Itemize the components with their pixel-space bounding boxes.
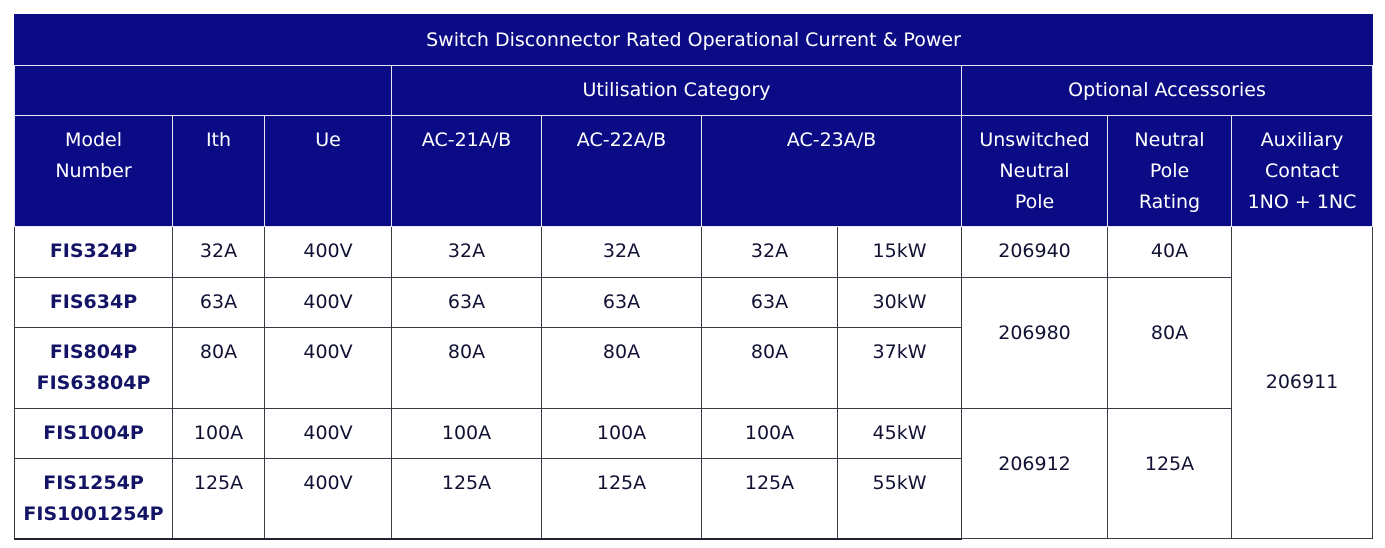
ac22-cell: 125A [541,458,702,540]
col-header-ue: Ue [264,115,392,227]
ac23-current-cell: 100A [701,408,838,459]
ith-cell: 63A [172,277,265,328]
ac23-current-cell: 80A [701,327,838,409]
table-row: FIS1254P FIS1001254P 125A 400V 125A 125A… [14,458,1373,540]
ac22-cell: 100A [541,408,702,459]
ac23-power-cell: 15kW [837,226,962,278]
ac21-cell: 32A [391,226,542,278]
group-header-accessories: Optional Accessories [961,65,1373,116]
table-title: Switch Disconnector Rated Operational Cu… [14,14,1373,66]
ac21-cell: 80A [391,327,542,409]
ith-cell: 100A [172,408,265,459]
ac23-power-cell: 37kW [837,327,962,409]
ac23-current-cell: 32A [701,226,838,278]
model-cell: FIS324P [14,226,173,278]
neutral-rating-cell: 125A [1107,408,1232,539]
group-header-utilisation: Utilisation Category [391,65,962,116]
model-cell: FIS1254P FIS1001254P [14,458,173,540]
ac22-cell: 32A [541,226,702,278]
ac23-power-cell: 30kW [837,277,962,328]
model-cell: FIS804P FIS63804P [14,327,173,409]
ue-cell: 400V [264,226,392,278]
ue-cell: 400V [264,408,392,459]
table-row: FIS324P 32A 400V 32A 32A 32A 15kW 206940… [14,226,1373,539]
col-header-model: Model Number [14,115,173,227]
ac23-current-cell: 125A [701,458,838,540]
col-header-neutral-rating: Neutral Pole Rating [1107,115,1232,227]
ith-cell: 80A [172,327,265,409]
col-header-ac23: AC-23A/B [701,115,962,227]
ue-cell: 400V [264,327,392,409]
col-header-neutral-pole: Unswitched Neutral Pole [961,115,1108,227]
auxiliary-cell: 206911 [1231,226,1373,539]
table-container: Switch Disconnector Rated Operational Cu… [14,14,1373,540]
ac22-cell: 63A [541,277,702,328]
neutral-rating-cell: 40A [1107,226,1232,278]
ac22-cell: 80A [541,327,702,409]
ac21-cell: 125A [391,458,542,540]
ac23-power-cell: 55kW [837,458,962,540]
ue-cell: 400V [264,458,392,540]
ith-cell: 32A [172,226,265,278]
col-header-ac21: AC-21A/B [391,115,542,227]
col-header-auxiliary: Auxiliary Contact 1NO + 1NC [1231,115,1373,227]
table-row: FIS1004P 100A 400V 100A 100A 100A 45kW 2… [14,408,1373,539]
model-cell: FIS634P [14,277,173,328]
ac21-cell: 63A [391,277,542,328]
table-row: FIS634P 63A 400V 63A 63A 63A 30kW 206980… [14,277,1373,409]
neutral-pole-cell: 206940 [961,226,1108,278]
neutral-pole-cell: 206980 [961,277,1108,409]
ac23-current-cell: 63A [701,277,838,328]
ac23-power-cell: 45kW [837,408,962,459]
group-header-empty [14,65,392,116]
spec-table: Switch Disconnector Rated Operational Cu… [14,14,1373,540]
ac21-cell: 100A [391,408,542,459]
col-header-ith: Ith [172,115,265,227]
col-header-ac22: AC-22A/B [541,115,702,227]
neutral-rating-cell: 80A [1107,277,1232,409]
neutral-pole-cell: 206912 [961,408,1108,539]
ith-cell: 125A [172,458,265,540]
ue-cell: 400V [264,277,392,328]
model-cell: FIS1004P [14,408,173,459]
table-row: FIS804P FIS63804P 80A 400V 80A 80A 80A 3… [14,327,1373,409]
